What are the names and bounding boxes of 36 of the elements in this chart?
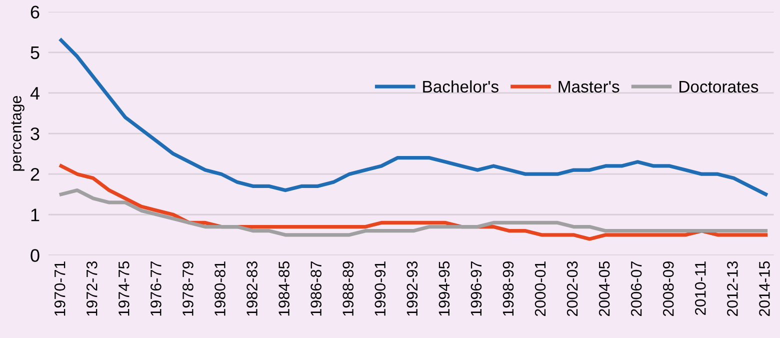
line-series: [59, 38, 768, 196]
x-tick-label: 1972-73: [86, 261, 98, 316]
line-series: [59, 188, 768, 237]
x-tick-label: 1986-87: [310, 262, 322, 316]
x-tick-label: 2012-13: [727, 261, 738, 316]
x-tick-label: 2014-15: [759, 261, 770, 316]
x-tick-label: 1998-99: [502, 261, 514, 316]
x-tick-label: 1970-71: [54, 261, 66, 316]
x-tick-label: 1996-97: [470, 262, 482, 316]
x-tick-label: 1994-95: [438, 261, 450, 316]
y-tick-label: 4: [30, 87, 40, 100]
y-tick-label: 3: [30, 127, 40, 140]
legend-label: Doctorates: [680, 80, 758, 93]
x-tick-label: 2008-09: [662, 261, 674, 316]
x-tick-label: 1984-85: [278, 261, 290, 316]
y-tick-label: 5: [30, 46, 40, 60]
y-tick-label: 0: [30, 249, 40, 262]
x-tick-label: 1982-83: [246, 261, 258, 316]
x-tick-label: 1980-81: [214, 261, 226, 316]
x-tick-label: 1992-93: [406, 261, 418, 316]
y-tick-label: 6: [30, 6, 40, 19]
y-tick-label: 1: [31, 208, 40, 222]
legend-label: Master's: [558, 80, 620, 93]
x-tick-label: 2004-05: [598, 261, 610, 316]
x-tick-label: 2000-01: [534, 261, 546, 316]
x-tick-label: 2010-11: [694, 261, 706, 315]
x-tick-label: 1976-77: [150, 262, 162, 316]
x-tick-label: 1988-89: [342, 261, 354, 316]
x-tick-label: 1990-91: [374, 261, 386, 316]
x-tick-label: 2002-03: [566, 261, 578, 316]
y-tick-label: 2: [30, 168, 40, 181]
x-tick-label: 1978-79: [182, 261, 194, 316]
x-tick-label: 1974-75: [118, 261, 130, 316]
y-axis-title: percentage: [11, 96, 24, 171]
x-tick-label: 2006-07: [630, 262, 642, 316]
legend-label: Bachelor's: [423, 80, 498, 93]
